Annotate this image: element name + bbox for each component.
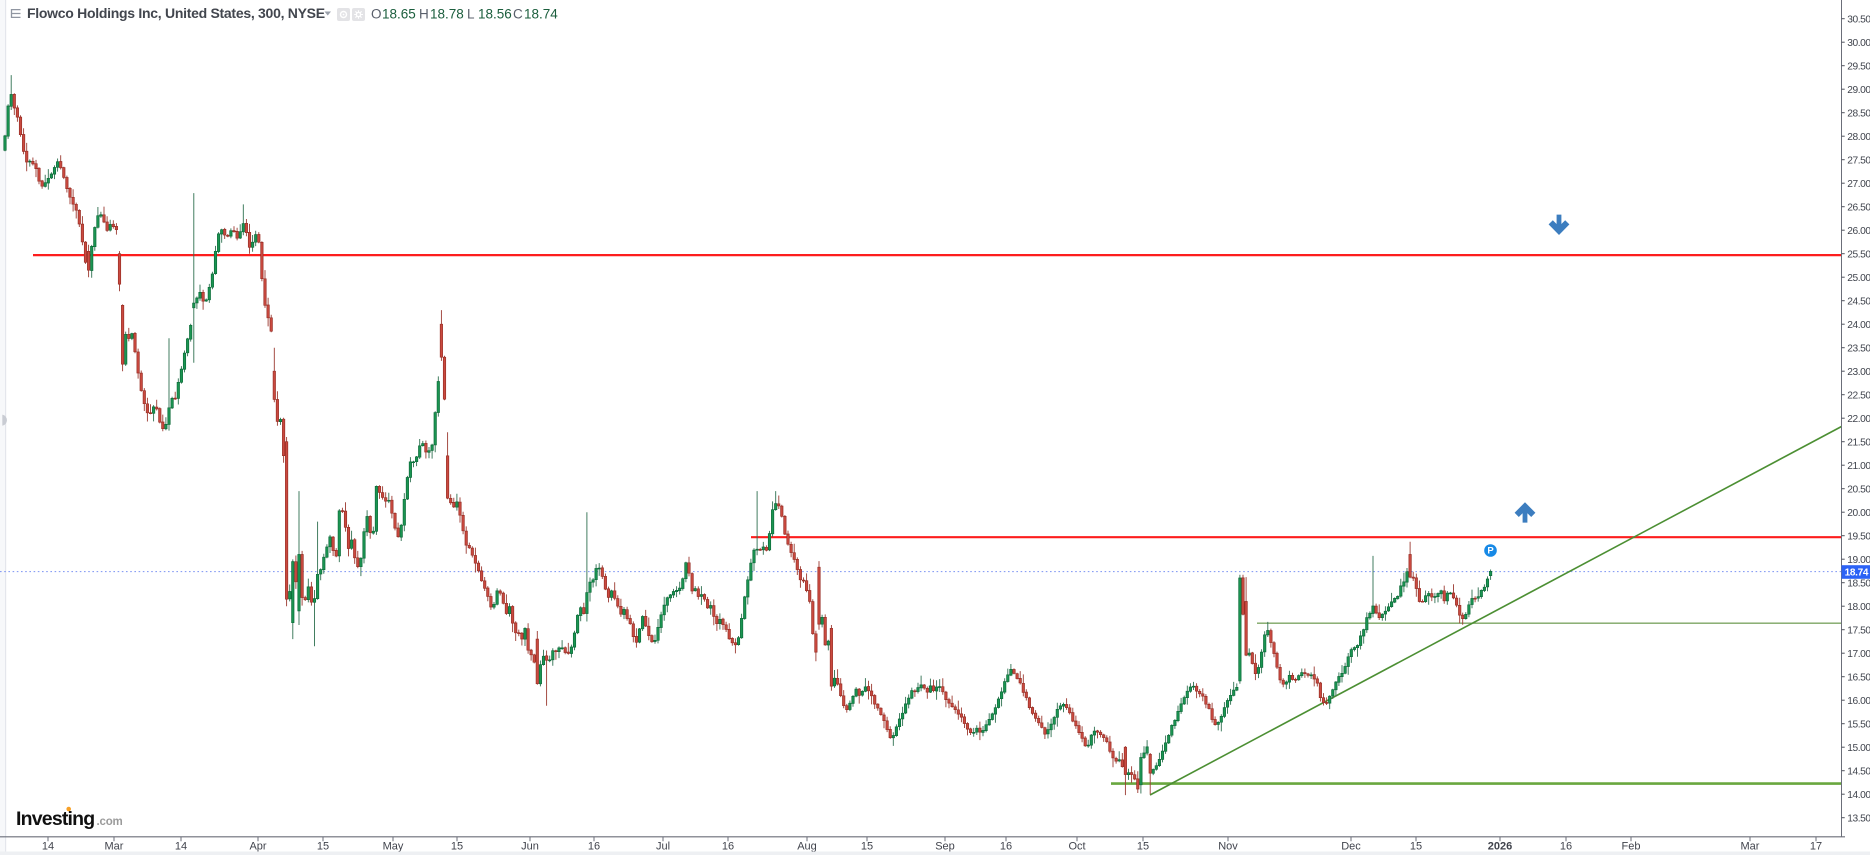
svg-text:17: 17: [1810, 841, 1822, 853]
svg-text:25.50: 25.50: [1847, 249, 1870, 260]
svg-text:16.00: 16.00: [1847, 696, 1870, 707]
svg-text:18.78: 18.78: [430, 7, 464, 22]
svg-text:16: 16: [1000, 841, 1012, 853]
svg-text:30.00: 30.00: [1847, 38, 1870, 49]
svg-text:Dec: Dec: [1341, 841, 1361, 853]
svg-text:24.00: 24.00: [1847, 320, 1870, 331]
svg-text:15: 15: [317, 841, 329, 853]
svg-text:23.00: 23.00: [1847, 367, 1870, 378]
svg-text:Oct: Oct: [1068, 841, 1085, 853]
svg-text:29.00: 29.00: [1847, 85, 1870, 96]
svg-text:24.50: 24.50: [1847, 296, 1870, 307]
svg-text:15: 15: [1410, 841, 1422, 853]
svg-text:16: 16: [588, 841, 600, 853]
svg-text:29.50: 29.50: [1847, 61, 1870, 72]
svg-text:15.00: 15.00: [1847, 743, 1870, 754]
svg-text:25.00: 25.00: [1847, 273, 1870, 284]
svg-text:Apr: Apr: [249, 841, 266, 853]
svg-text:27.00: 27.00: [1847, 179, 1870, 190]
svg-text:18.56: 18.56: [478, 7, 512, 22]
svg-text:16: 16: [722, 841, 734, 853]
svg-text:Jul: Jul: [656, 841, 670, 853]
svg-text:23.50: 23.50: [1847, 343, 1870, 354]
svg-text:28.50: 28.50: [1847, 108, 1870, 119]
svg-text:Mar: Mar: [1741, 841, 1760, 853]
svg-text:Sep: Sep: [935, 841, 955, 853]
svg-text:18.65: 18.65: [382, 7, 416, 22]
svg-text:18.00: 18.00: [1847, 602, 1870, 613]
svg-text:20.00: 20.00: [1847, 508, 1870, 519]
svg-text:21.50: 21.50: [1847, 437, 1870, 448]
svg-text:Investing: Investing: [16, 808, 94, 830]
svg-text:18.74: 18.74: [524, 7, 558, 22]
svg-text:16: 16: [1560, 841, 1572, 853]
svg-text:14: 14: [175, 841, 187, 853]
svg-text:Nov: Nov: [1218, 841, 1238, 853]
svg-text:27.50: 27.50: [1847, 155, 1870, 166]
svg-text:H: H: [419, 7, 429, 22]
svg-text:28.00: 28.00: [1847, 132, 1870, 143]
svg-text:19.50: 19.50: [1847, 531, 1870, 542]
svg-text:19.00: 19.00: [1847, 555, 1870, 566]
svg-text:18.50: 18.50: [1847, 578, 1870, 589]
svg-text:Jun: Jun: [521, 841, 539, 853]
svg-text:30.50: 30.50: [1847, 14, 1870, 25]
svg-text:22.00: 22.00: [1847, 414, 1870, 425]
svg-text:L: L: [467, 7, 475, 22]
svg-text:Feb: Feb: [1622, 841, 1641, 853]
svg-text:14.00: 14.00: [1847, 790, 1870, 801]
svg-text:C: C: [513, 7, 523, 22]
svg-text:Mar: Mar: [105, 841, 124, 853]
svg-text:2026: 2026: [1488, 841, 1512, 853]
svg-text:Flowco Holdings Inc, United St: Flowco Holdings Inc, United States, 300,…: [27, 5, 325, 21]
svg-text:21.00: 21.00: [1847, 461, 1870, 472]
svg-text:20.50: 20.50: [1847, 484, 1870, 495]
svg-text:May: May: [383, 841, 404, 853]
svg-text:16.50: 16.50: [1847, 672, 1870, 683]
svg-text:.com: .com: [97, 816, 123, 828]
svg-text:15: 15: [1137, 841, 1149, 853]
svg-text:15: 15: [451, 841, 463, 853]
svg-text:26.00: 26.00: [1847, 226, 1870, 237]
svg-text:O: O: [371, 7, 382, 22]
svg-text:26.50: 26.50: [1847, 202, 1870, 213]
svg-text:13.50: 13.50: [1847, 813, 1870, 824]
svg-text:Aug: Aug: [797, 841, 817, 853]
svg-text:18.74: 18.74: [1845, 568, 1869, 579]
svg-text:P: P: [1487, 546, 1494, 557]
svg-text:15: 15: [861, 841, 873, 853]
svg-text:14.50: 14.50: [1847, 766, 1870, 777]
svg-text:15.50: 15.50: [1847, 719, 1870, 730]
svg-text:14: 14: [42, 841, 54, 853]
svg-text:17.50: 17.50: [1847, 625, 1870, 636]
svg-text:17.00: 17.00: [1847, 649, 1870, 660]
svg-text:22.50: 22.50: [1847, 390, 1870, 401]
